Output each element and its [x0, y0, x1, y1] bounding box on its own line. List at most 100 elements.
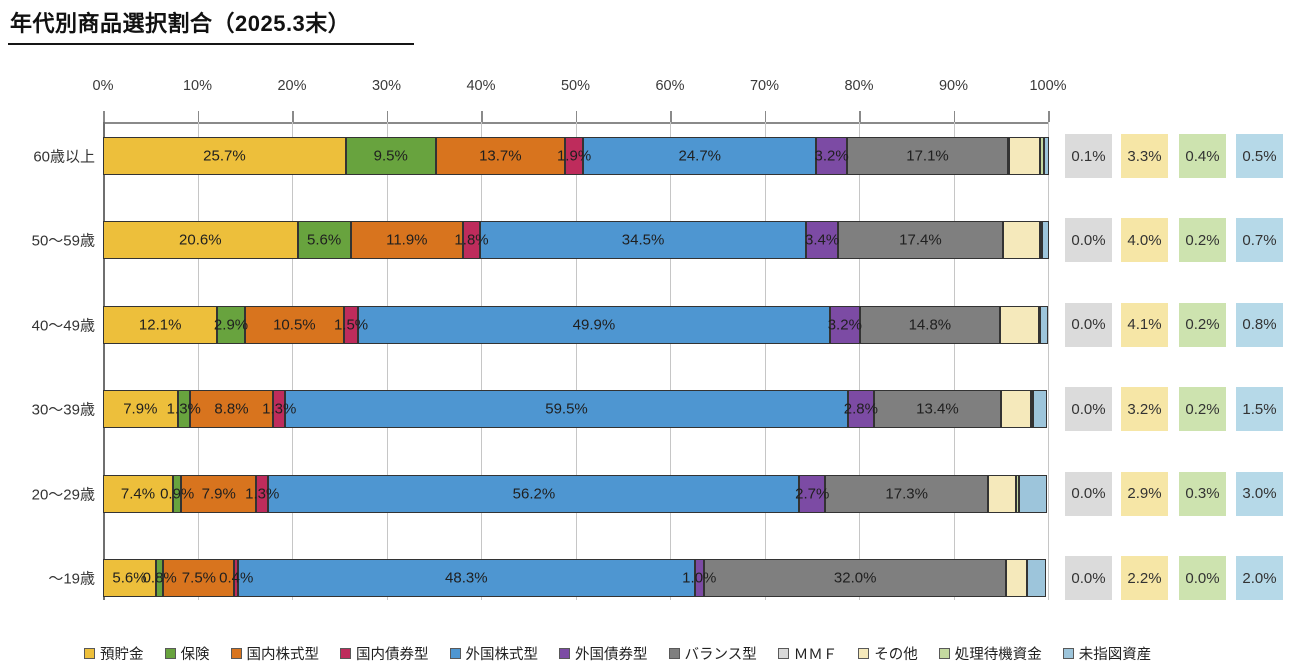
x-axis-tick-label: 40%	[466, 78, 496, 94]
bar-segment: 3.2%	[828, 305, 862, 344]
legend-swatch-icon	[668, 648, 680, 659]
side-panel-cell: 0.0%	[1065, 556, 1112, 600]
bar-segment-label: 1.3%	[245, 485, 280, 503]
bar-segment: 20.6%	[103, 221, 298, 260]
bar-segment: 0.9%	[160, 474, 194, 513]
bar-segment	[1040, 221, 1043, 260]
x-axis-tick	[859, 111, 861, 122]
bar-row: 20.6% 5.6% 11.9% 1.8% 34.5% 3.4% 17.4%	[103, 221, 1049, 260]
bar-segment	[1027, 559, 1047, 597]
legend-item: ＭＭＦ	[777, 643, 837, 664]
bar-segment: 3.2%	[814, 137, 849, 175]
bar-segment: 17.1%	[846, 137, 1009, 175]
legend-swatch-icon	[559, 648, 570, 659]
bar-segment: 59.5%	[285, 390, 848, 429]
gridline	[575, 122, 577, 600]
x-axis-tick-label: 20%	[277, 78, 307, 94]
bar-segment-label: 1.5%	[333, 316, 369, 334]
bar-segment: 56.2%	[268, 474, 800, 513]
legend-label: 預貯金	[100, 647, 144, 663]
bar-segment-label: 56.2%	[512, 485, 556, 503]
legend-swatch-icon	[84, 648, 95, 659]
side-panel-cell: 2.0%	[1236, 556, 1283, 600]
legend-item: バランス型	[668, 643, 757, 664]
bar-segment-label: 20.6%	[179, 231, 222, 249]
legend-item: 国内債券型	[340, 643, 429, 664]
bar-segment	[1018, 474, 1048, 513]
side-panel-cell: 0.8%	[1236, 302, 1283, 347]
bar-segment-label: 7.4%	[120, 485, 156, 503]
bar-segment	[1006, 559, 1028, 597]
bar-segment: 12.1%	[103, 305, 218, 344]
x-axis-tick-label: 60%	[655, 78, 685, 94]
bar-segment-label: 13.4%	[916, 400, 959, 418]
bar-segment: 7.4%	[103, 474, 173, 513]
gridline	[103, 122, 105, 600]
legend-item: 外国株式型	[449, 643, 539, 664]
bar-segment-label: 24.7%	[678, 147, 722, 165]
bar-segment: 17.3%	[824, 474, 989, 513]
gridline	[1048, 122, 1049, 600]
gridline	[764, 122, 766, 600]
gridline	[953, 122, 955, 600]
bar-segment-label: 7.9%	[201, 485, 236, 503]
side-panel-cell: 0.0%	[1065, 218, 1112, 263]
bar-segment	[1002, 221, 1041, 260]
bar-segment: 17.4%	[838, 221, 1003, 260]
side-panel-cell: 0.0%	[1065, 387, 1112, 432]
legend-item: 外国債券型	[559, 643, 648, 664]
bar-segment: 1.5%	[334, 305, 368, 344]
bar-segment: 7.5%	[163, 559, 235, 597]
side-panel-cell: 0.5%	[1236, 134, 1283, 178]
bar-segment-label: 7.9%	[123, 400, 158, 418]
bar-segment	[1040, 137, 1045, 175]
bar-segment: 2.7%	[795, 474, 829, 513]
bar-segment-label: 17.4%	[899, 231, 942, 249]
x-axis-tick	[386, 111, 388, 122]
x-axis-tick	[197, 111, 199, 122]
bar-segment: 0.8%	[143, 559, 177, 597]
legend-swatch-icon	[164, 648, 176, 659]
gridline	[859, 122, 860, 600]
legend-swatch-icon	[1062, 648, 1074, 659]
legend-item: 国内株式型	[230, 643, 319, 664]
bar-segment-label: 59.5%	[545, 400, 588, 418]
x-axis-tick	[575, 111, 577, 122]
x-axis-tick-label: 30%	[371, 78, 402, 94]
x-axis-tick	[953, 111, 955, 122]
bar-segment: 7.9%	[181, 474, 257, 513]
side-panel-cell: 0.3%	[1179, 471, 1226, 516]
legend-item: 預貯金	[84, 643, 144, 664]
bar-row: 7.4% 0.9% 7.9% 1.3% 56.2% 2.7% 17.3%	[103, 474, 1048, 513]
bar-segment-label: 34.5%	[621, 231, 665, 249]
x-axis-tick-label: 0%	[92, 78, 114, 94]
bar-segment: 0.4%	[219, 559, 253, 597]
legend-label: 外国債券型	[575, 647, 648, 663]
side-panel-cell: 3.2%	[1121, 387, 1168, 432]
legend-label: 外国株式型	[465, 647, 539, 663]
bar-segment: 24.7%	[583, 137, 817, 175]
category-label: 50～59歳	[31, 232, 95, 250]
bar-segment: 5.6%	[297, 221, 351, 260]
side-panel-cell: 2.9%	[1121, 471, 1168, 516]
legend-swatch-icon	[340, 648, 351, 659]
bar-segment-label: 3.4%	[805, 231, 840, 249]
legend-swatch-icon	[777, 648, 789, 659]
side-panel-cell: 0.2%	[1179, 302, 1226, 347]
bar-segment: 1.3%	[262, 390, 296, 429]
bar-segment-label: 2.9%	[213, 316, 249, 334]
x-axis-tick-label: 100%	[1029, 78, 1067, 94]
legend-item: 処理待機資金	[938, 643, 1042, 664]
bar-row: 5.6% 0.8% 7.5% 0.4% 48.3% 1.0% 32.0%	[103, 559, 1048, 597]
bar-segment: 49.9%	[358, 305, 830, 344]
bar-segment-label: 9.5%	[373, 147, 408, 165]
bar-segment: 9.5%	[345, 137, 436, 175]
side-panel-cell: 0.0%	[1065, 302, 1112, 347]
x-axis-tick-label: 80%	[844, 78, 874, 94]
bar-segment	[999, 305, 1039, 344]
bar-segment-label: 3.2%	[814, 147, 849, 165]
bar-segment-label: 49.9%	[572, 316, 616, 334]
x-axis-tick	[481, 111, 483, 122]
bar-segment-label: 1.8%	[454, 231, 489, 249]
bar-segment: 25.7%	[103, 137, 346, 175]
